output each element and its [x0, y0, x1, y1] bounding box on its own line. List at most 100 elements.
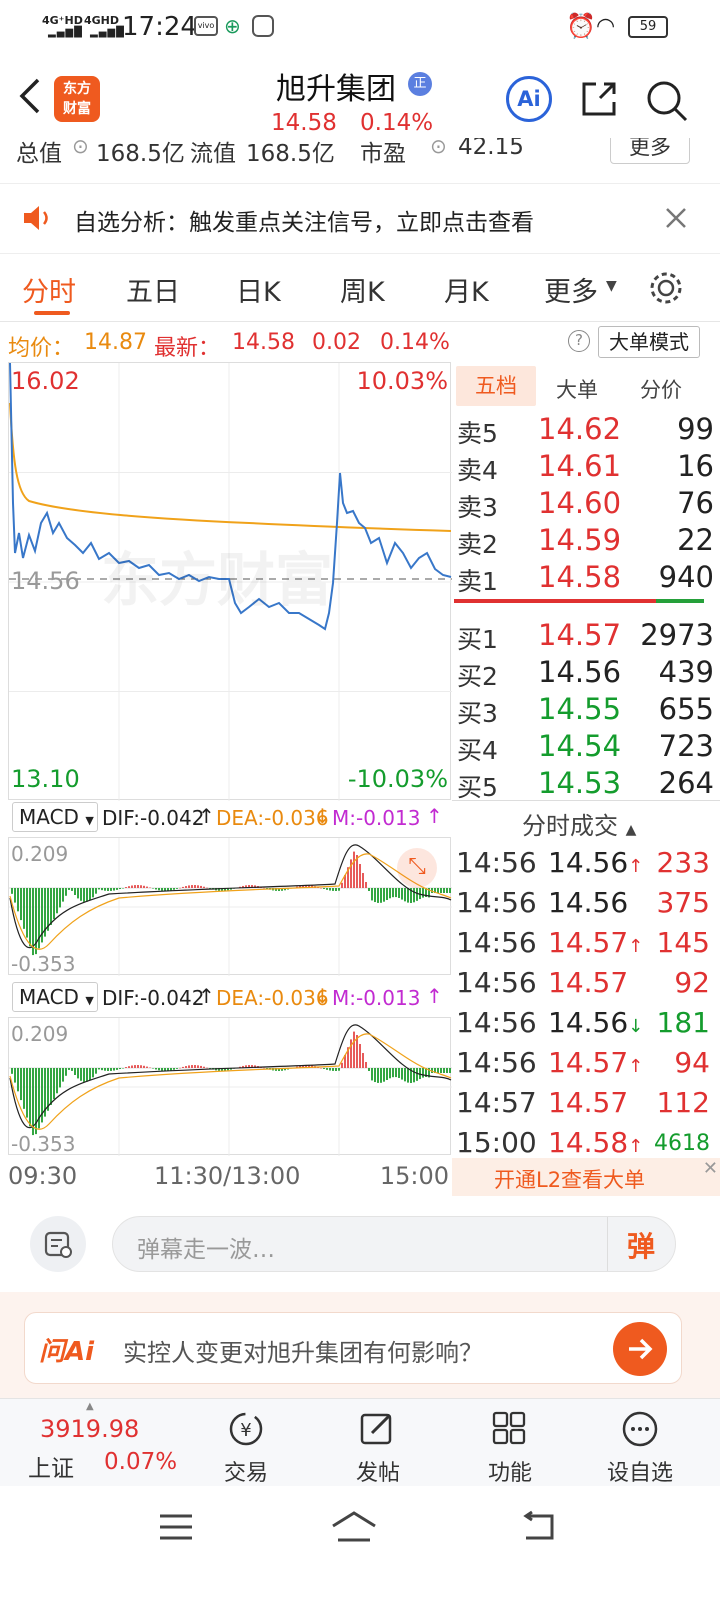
trade-price: 14.57↑	[548, 1046, 643, 1079]
stock-info-bar: 总值 ⊙ 168.5亿 流值 168.5亿 市盈 ⊙ 42.15 更多	[0, 138, 720, 184]
stock-name[interactable]: 旭升集团	[276, 72, 396, 107]
macd-bar	[107, 888, 109, 891]
macd-chart-2[interactable]: 0.209 -0.353	[8, 1017, 452, 1156]
macd-bar	[422, 888, 424, 898]
more-info-button[interactable]: 更多	[610, 138, 690, 164]
macd-bar	[434, 1068, 436, 1073]
watermark: 东方财富	[101, 546, 334, 614]
macd-bar	[152, 1068, 154, 1069]
big-order-mode-button[interactable]: 大单模式	[598, 326, 700, 358]
macd-bar	[425, 888, 427, 898]
alert-banner[interactable]: 自选分析：触发重点关注信号，立即点击查看	[0, 184, 720, 254]
tab-timeshare[interactable]: 分时	[22, 277, 76, 308]
ask-ai-go-button[interactable]	[613, 1322, 667, 1376]
tab-price-dist[interactable]: 分价	[640, 378, 682, 402]
share-icon[interactable]	[578, 78, 620, 120]
eastmoney-logo[interactable]: 东方 财富	[54, 76, 100, 122]
speaker-icon	[24, 206, 48, 230]
macd-bar	[155, 1068, 157, 1070]
close-icon[interactable]: ✕	[702, 1158, 718, 1179]
logo-line-1: 东方	[63, 81, 91, 97]
index-quote[interactable]: ▲ 3919.98 上证 0.07%	[20, 1399, 190, 1487]
danmu-toggle-button[interactable]: 弹	[627, 1230, 656, 1263]
nav-functions[interactable]: 功能	[470, 1409, 550, 1487]
danmu-settings-button[interactable]	[30, 1216, 86, 1272]
tab-five-day[interactable]: 五日	[126, 277, 180, 308]
trade-price-value: 14.57	[548, 926, 629, 959]
gear-icon[interactable]	[648, 270, 684, 306]
l2-upsell[interactable]: 开通L2查看大单 ✕	[452, 1158, 720, 1196]
sell-pressure-bar	[454, 599, 656, 603]
macd-bar	[119, 888, 121, 890]
macd-chart-svg-2	[9, 1018, 452, 1156]
close-banner-icon[interactable]	[664, 206, 688, 230]
macd-bar	[74, 1068, 76, 1075]
nav-trade[interactable]: ¥ 交易	[206, 1409, 286, 1487]
back-nav-icon[interactable]	[518, 1510, 558, 1544]
macd-bar	[56, 888, 58, 914]
macd-bar	[143, 885, 145, 888]
trade-time: 14:56	[456, 886, 537, 919]
macd-bar	[389, 1068, 391, 1079]
macd-bar	[29, 1068, 31, 1127]
trade-time: 14:57	[456, 1086, 537, 1119]
trades-title[interactable]: 分时成交 ▲	[522, 806, 636, 841]
header-change-pct: 0.14%	[360, 110, 434, 136]
macd-bar	[335, 888, 337, 891]
macd-select-2[interactable]: MACD ▼	[12, 982, 98, 1012]
nav-add-watchlist[interactable]: 设自选	[600, 1409, 680, 1487]
latest-value: 14.58	[232, 330, 295, 355]
tab-month-k[interactable]: 月K	[444, 277, 489, 308]
macd-bar	[431, 1068, 433, 1073]
sell-row-1: 卖1 14.58 940	[452, 558, 714, 596]
macd-bar	[437, 888, 439, 893]
latest-change: 0.02	[312, 330, 361, 355]
tab-five-levels[interactable]: 五档	[456, 366, 536, 406]
macd-bar	[278, 888, 280, 891]
tab-day-k[interactable]: 日K	[236, 277, 281, 308]
trade-time: 14:56	[456, 1006, 537, 1039]
buy-vol: 723	[658, 729, 714, 763]
sell-row-3: 卖3 14.60 76	[452, 484, 714, 522]
menu-icon[interactable]	[158, 1512, 194, 1542]
intraday-chart[interactable]: 16.02 10.03% 14.56 13.10 -10.03% 东方财富	[8, 362, 452, 801]
help-icon[interactable]: ?	[568, 330, 590, 352]
expand-icon[interactable]: ⤡	[397, 848, 437, 888]
sell-price: 14.62	[538, 412, 622, 446]
macd-bar	[116, 1068, 118, 1070]
clock: 17:24	[122, 12, 197, 42]
home-icon[interactable]	[330, 1510, 378, 1544]
macd-chart-1[interactable]: 0.209 -0.353 ⤡	[8, 837, 452, 976]
danmu-input[interactable]: 弹幕走一波… 弹	[112, 1216, 676, 1272]
tab-big-orders[interactable]: 大单	[556, 378, 598, 402]
buy-row-5: 买5 14.53 264	[452, 764, 714, 802]
macd-bar	[221, 888, 223, 891]
signal-icon-2: ▂▄▆█	[90, 27, 125, 38]
message-icon	[252, 15, 274, 37]
macd-bar	[431, 888, 433, 893]
macd-bar	[188, 1065, 190, 1068]
tab-week-k[interactable]: 周K	[340, 277, 385, 308]
nav-post[interactable]: 发帖	[338, 1409, 418, 1487]
macd-bar	[434, 888, 436, 893]
trade-row: 14:56 14.56↓ 181	[452, 1002, 714, 1042]
ask-ai-card[interactable]: 问Ai 实控人变更对旭升集团有何影响？	[24, 1312, 682, 1384]
dea-line	[9, 1033, 452, 1130]
macd-bar	[275, 1068, 277, 1071]
trade-price: 14.57	[548, 966, 628, 999]
macd-bar	[149, 887, 151, 889]
back-icon[interactable]	[16, 76, 42, 116]
search-icon[interactable]	[644, 78, 690, 124]
ai-icon[interactable]: Ai	[506, 76, 552, 122]
danmu-settings-icon	[44, 1231, 72, 1258]
sell-price: 14.61	[538, 449, 622, 483]
avg-value: 14.87	[84, 330, 147, 355]
tab-more[interactable]: 更多	[544, 277, 598, 308]
buy-row-4: 买4 14.54 723	[452, 727, 714, 765]
macd-bar	[305, 1065, 307, 1068]
macd-bar	[389, 888, 391, 899]
buy-row-1: 买1 14.57 2973	[452, 616, 714, 654]
buy-label: 买4	[457, 736, 498, 765]
macd-select-1[interactable]: MACD ▼	[12, 802, 98, 832]
macd-bar	[38, 1068, 40, 1129]
